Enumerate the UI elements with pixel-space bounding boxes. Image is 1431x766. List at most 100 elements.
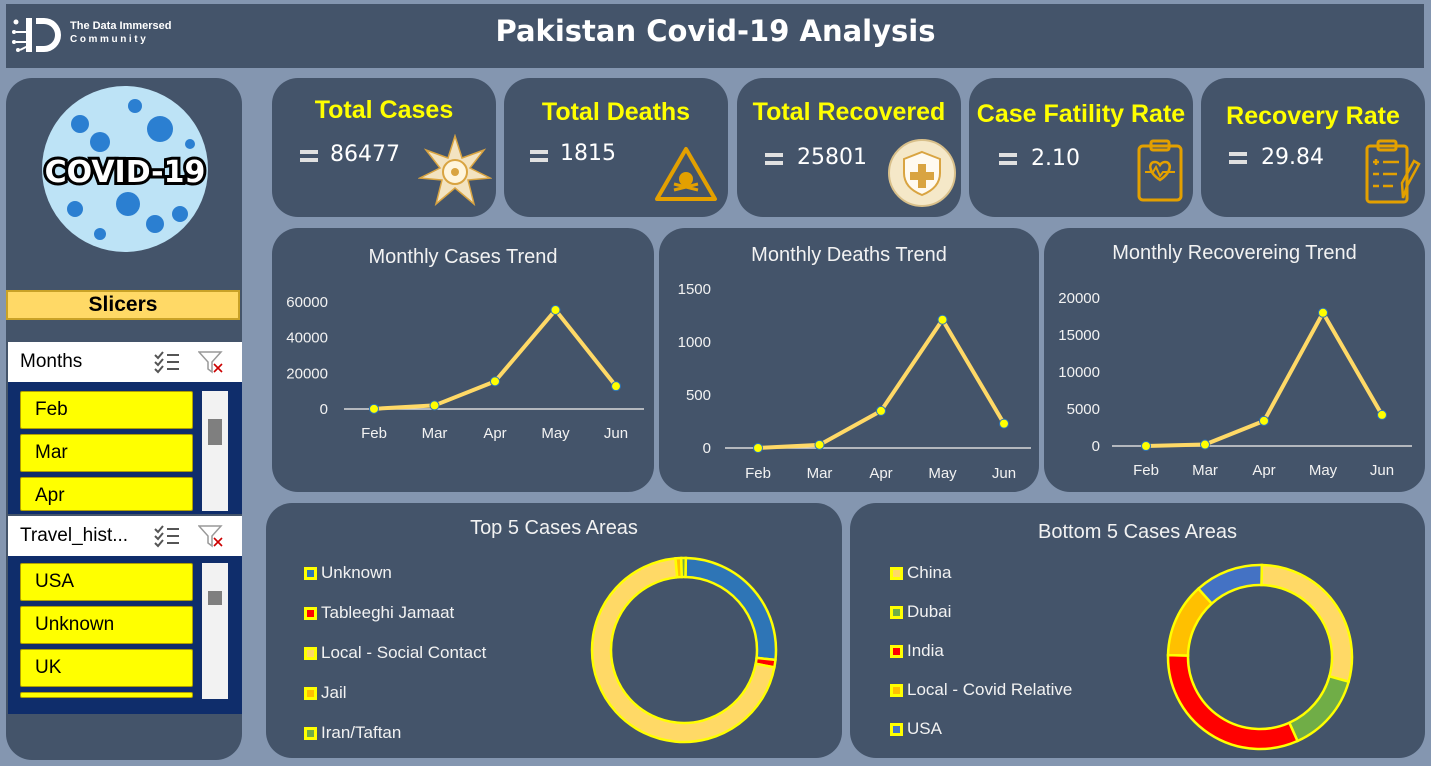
legend-swatch <box>304 726 317 740</box>
x-tick-label: Mar <box>807 465 833 482</box>
donut-slice <box>1196 563 1264 606</box>
legend-item: Tableeghi Jamaat <box>304 603 454 623</box>
legend-item: China <box>890 563 951 583</box>
sidebar-panel: COVID-19 Slicers Months Feb Mar Apr Trav… <box>6 78 242 760</box>
kpi-value: 2.10 <box>1031 146 1080 171</box>
data-point <box>611 381 621 392</box>
legend-swatch <box>890 566 903 580</box>
legend-label: Unknown <box>321 563 392 582</box>
x-tick-label: Jun <box>1370 462 1394 479</box>
data-point <box>369 403 379 414</box>
x-tick-label: Jun <box>992 465 1016 482</box>
x-tick-label: Feb <box>745 465 771 482</box>
data-point <box>1377 409 1387 420</box>
legend-swatch <box>304 566 317 580</box>
clear-filter-icon[interactable] <box>198 524 226 548</box>
monthly-deaths-trend-chart: Monthly Deaths Trend 0 500 1000 1500 Feb Mar A… <box>659 228 1039 492</box>
y-tick-label: 500 <box>686 387 711 404</box>
medical-shield-icon <box>888 139 956 207</box>
virus-emblem-icon <box>418 134 492 207</box>
x-tick-label: Feb <box>1133 462 1159 479</box>
virus-illustration-icon: COVID-19 <box>42 86 208 252</box>
months-scroll-thumb[interactable] <box>208 419 222 445</box>
data-point <box>937 314 948 325</box>
data-point <box>753 443 763 453</box>
donut-svg <box>590 556 778 744</box>
y-tick-label: 20000 <box>286 365 328 382</box>
slicer-item-partial[interactable] <box>20 692 193 698</box>
legend-label: Iran/Taftan <box>321 723 402 742</box>
kpi-value: 25801 <box>797 145 867 170</box>
donut-slice <box>684 556 778 662</box>
data-point <box>429 400 440 411</box>
x-tick-label: Mar <box>1192 462 1218 479</box>
legend-item: Iran/Taftan <box>304 723 401 743</box>
skull-warning-icon <box>655 147 717 201</box>
y-tick-label: 1000 <box>678 334 711 351</box>
legend-label: USA <box>907 719 942 738</box>
multi-select-icon[interactable] <box>153 524 181 548</box>
kpi-value: 86477 <box>330 142 400 167</box>
donut-slice <box>1166 653 1300 751</box>
travel-scroll-thumb[interactable] <box>208 591 222 605</box>
chart-title: Bottom 5 Cases Areas <box>1038 521 1237 543</box>
donut-slice <box>590 557 776 744</box>
series-line <box>373 308 618 411</box>
equals-icon <box>999 153 1017 165</box>
data-point <box>1259 415 1269 426</box>
slicer-item-usa[interactable]: USA <box>20 563 193 601</box>
slicer-item-feb[interactable]: Feb <box>20 391 193 429</box>
brand-line-2: Community <box>70 34 149 45</box>
kpi-label: Case Fatility Rate <box>976 100 1186 128</box>
donut-svg <box>1166 563 1354 751</box>
x-tick-label: May <box>928 465 957 482</box>
y-tick-label: 0 <box>703 440 711 457</box>
clear-filter-icon[interactable] <box>198 350 226 374</box>
slicer-item-mar[interactable]: Mar <box>20 434 193 472</box>
data-point <box>1318 307 1328 318</box>
equals-icon <box>300 150 318 162</box>
donut-slice <box>1260 563 1354 684</box>
kpi-label: Total Deaths <box>541 98 691 126</box>
legend-label: Dubai <box>907 602 952 621</box>
legend-item: Dubai <box>890 602 951 622</box>
legend-swatch <box>890 605 903 619</box>
y-tick-label: 0 <box>320 401 328 418</box>
travel-slicer-header: Travel_hist... <box>8 516 242 556</box>
y-tick-label: 1500 <box>678 281 711 298</box>
slicer-item-unknown[interactable]: Unknown <box>20 606 193 644</box>
months-scrollbar[interactable] <box>202 391 228 511</box>
y-tick-label: 10000 <box>1058 364 1100 381</box>
slicer-item-apr[interactable]: Apr <box>20 477 193 511</box>
months-slicer-label: Months <box>20 351 83 372</box>
travel-scrollbar[interactable] <box>202 563 228 699</box>
legend-label: Local - Social Contact <box>321 643 487 662</box>
kpi-value: 1815 <box>560 141 616 166</box>
legend-label: Tableeghi Jamaat <box>321 603 455 622</box>
legend-item: Unknown <box>304 563 392 583</box>
clipboard-checklist-icon <box>1365 139 1421 204</box>
legend-swatch <box>304 646 317 660</box>
equals-icon <box>1229 152 1247 164</box>
kpi-label: Total Recovered <box>752 98 946 126</box>
legend-swatch <box>890 683 903 697</box>
x-tick-label: Apr <box>1252 462 1275 479</box>
data-point <box>1141 441 1151 451</box>
slicer-item-uk[interactable]: UK <box>20 649 193 687</box>
logo-mark-icon <box>12 18 61 52</box>
brand-logo: The Data Immersed Community <box>10 14 200 56</box>
legend-swatch <box>890 644 903 658</box>
chart-title: Monthly Deaths Trend <box>751 244 947 266</box>
multi-select-icon[interactable] <box>153 350 181 374</box>
donut-slice <box>1166 586 1214 657</box>
y-tick-label: 40000 <box>286 330 328 347</box>
legend-item: Jail <box>304 683 347 703</box>
x-tick-label: May <box>541 425 570 442</box>
data-point <box>814 439 825 450</box>
badge-text: COVID-19 <box>45 155 206 190</box>
donut-slice <box>679 556 688 579</box>
data-point <box>550 305 561 316</box>
kpi-card-total-cases: Total Cases 86477 <box>272 78 496 217</box>
chart-title: Monthly Recovereing Trend <box>1112 242 1357 264</box>
legend-item: India <box>890 641 944 661</box>
